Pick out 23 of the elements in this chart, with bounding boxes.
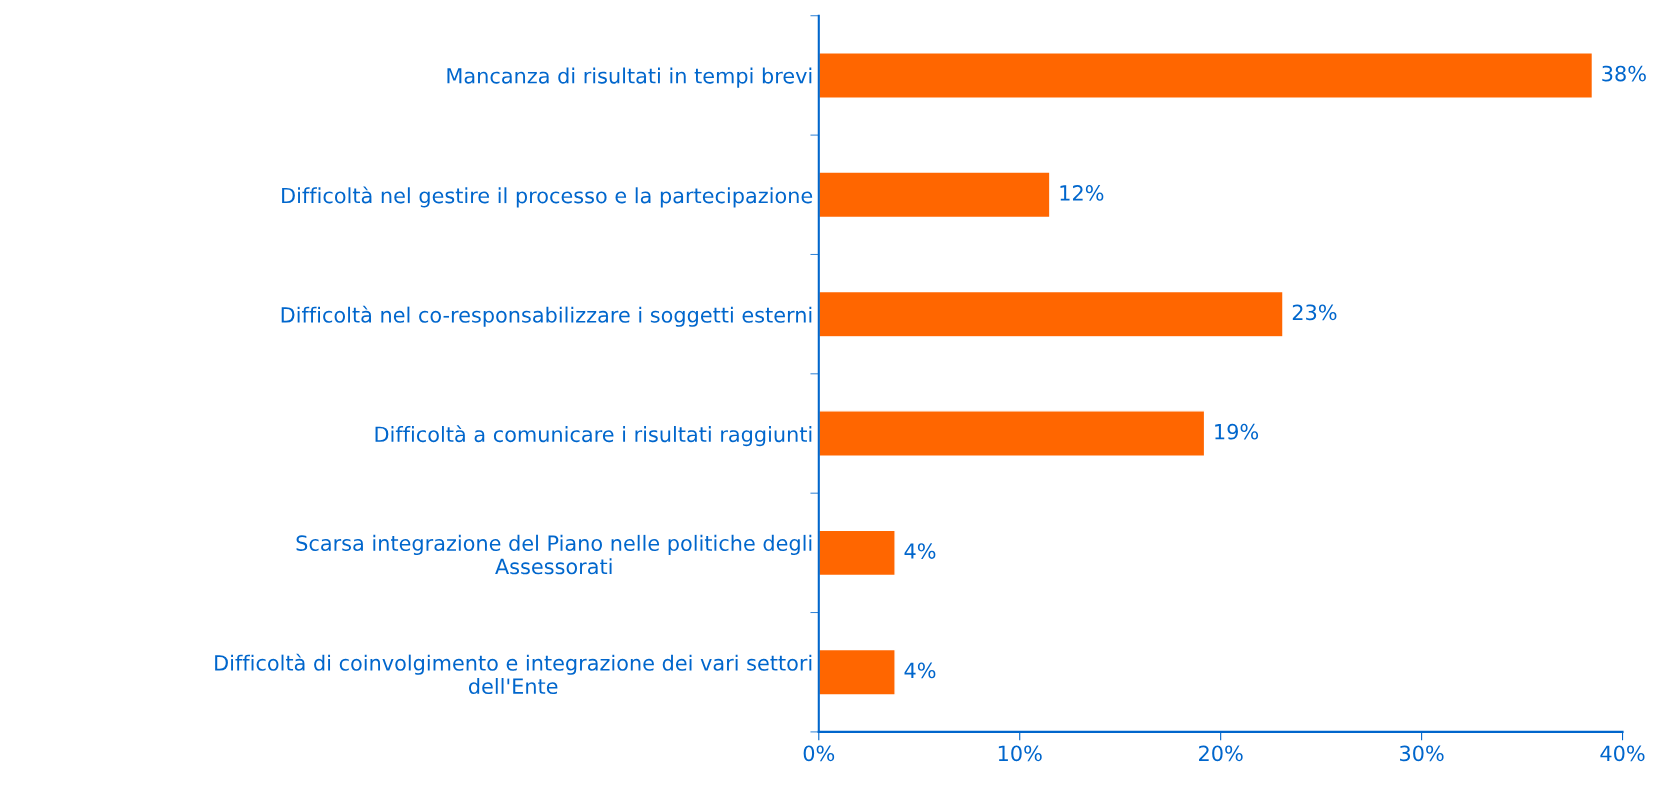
bar [818, 648, 896, 696]
data-label: 38% [1602, 65, 1646, 82]
y-tick-label: Difficoltà a comunicare i risultati raggiunti [375, 425, 812, 447]
data-label: 4% [904, 662, 936, 679]
y-tick-label: Scarsa integrazione del Piano nelle politiche degli Assessorati [296, 534, 812, 575]
y-tick-label: Difficoltà nel gestire il processo e la partecipazione [282, 186, 813, 208]
data-label: 12% [1060, 185, 1104, 201]
bar [818, 529, 896, 577]
x-tick-label: 20% [1199, 745, 1243, 762]
data-label: 23% [1292, 304, 1337, 321]
x-tick-label: 0% [803, 745, 835, 762]
bar [818, 290, 1284, 338]
bar [818, 410, 1206, 457]
bar [818, 52, 1594, 99]
x-tick-label: 40% [1600, 745, 1645, 762]
data-label: 19% [1215, 423, 1259, 440]
data-label: 4% [904, 543, 936, 559]
y-tick-label: Difficoltà di coinvolgimento e integrazione dei vari settori dell'Ente [215, 653, 812, 695]
x-tick-label: 10% [998, 745, 1042, 762]
x-tick-label: 30% [1400, 745, 1444, 762]
y-tick-label: Mancanza di risultati in tempi brevi [447, 67, 812, 88]
y-tick-label: Difficoltà nel co-responsabilizzare i soggetti esterni [281, 305, 812, 327]
bar [818, 171, 1051, 219]
